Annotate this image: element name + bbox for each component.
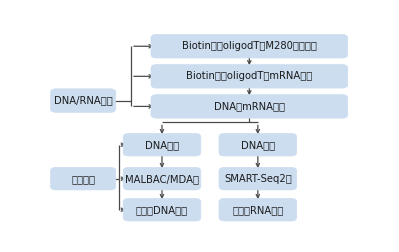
Text: Biotin标记oligodT与M280磁珠结合: Biotin标记oligodT与M280磁珠结合 (182, 41, 317, 51)
Text: SMART-Seq2法: SMART-Seq2法 (224, 174, 292, 184)
FancyBboxPatch shape (151, 65, 348, 88)
Text: 单细胞RNA建库: 单细胞RNA建库 (232, 205, 283, 215)
FancyBboxPatch shape (123, 167, 201, 190)
Text: 单细胞DNA建库: 单细胞DNA建库 (136, 205, 188, 215)
FancyBboxPatch shape (219, 199, 296, 221)
FancyBboxPatch shape (123, 199, 201, 221)
FancyBboxPatch shape (219, 167, 296, 190)
FancyBboxPatch shape (51, 89, 116, 112)
FancyBboxPatch shape (123, 134, 201, 156)
FancyBboxPatch shape (219, 134, 296, 156)
FancyBboxPatch shape (151, 95, 348, 118)
FancyBboxPatch shape (51, 167, 116, 190)
Text: DNA纯化: DNA纯化 (145, 140, 179, 150)
FancyBboxPatch shape (151, 35, 348, 58)
Text: Biotin标记oligodT与mRNA结合: Biotin标记oligodT与mRNA结合 (186, 71, 312, 81)
Text: MALBAC/MDA法: MALBAC/MDA法 (125, 174, 199, 184)
Text: DNA与mRNA分离: DNA与mRNA分离 (214, 101, 285, 111)
Text: DNA纯化: DNA纯化 (241, 140, 275, 150)
Text: 扩增建库: 扩增建库 (71, 174, 95, 184)
Text: DNA/RNA分离: DNA/RNA分离 (54, 96, 113, 106)
